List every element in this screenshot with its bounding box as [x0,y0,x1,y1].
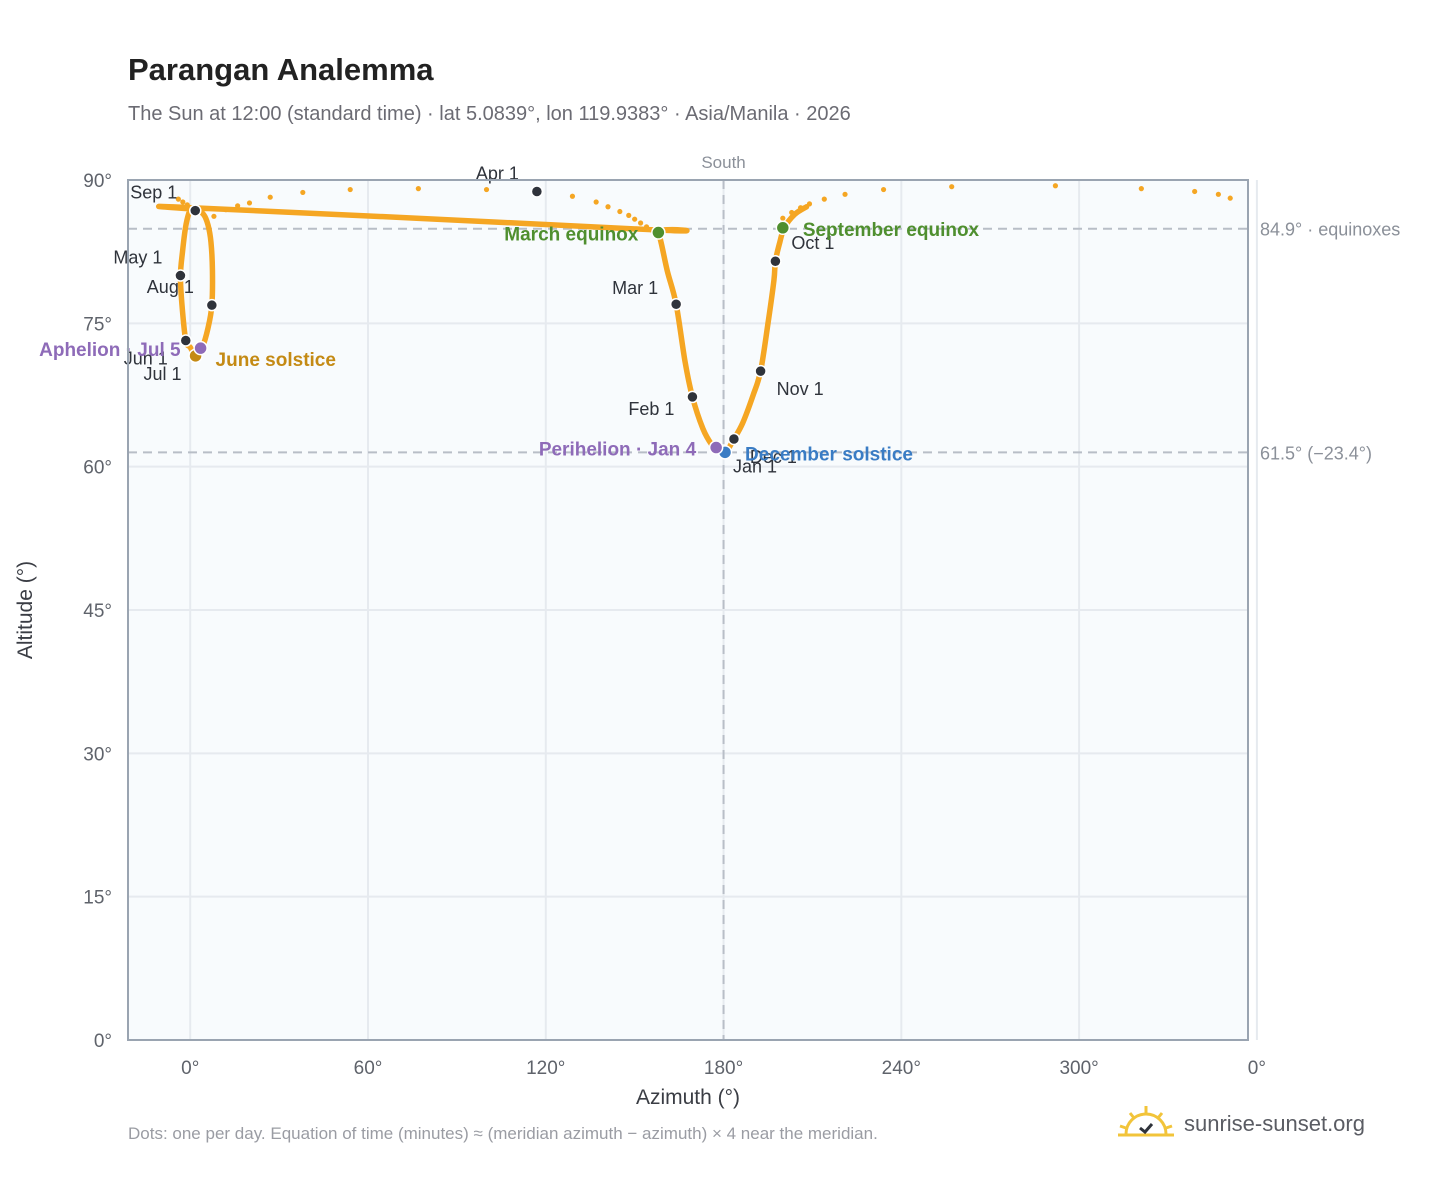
month-label: Mar 1 [612,278,658,298]
daily-dot [593,199,599,205]
y-tick-label: 45° [83,601,112,622]
daily-dot [483,186,490,193]
event-markers: March equinox September equinox June solst… [39,220,979,466]
month-dot [669,297,683,311]
y-tick-label: 75° [83,314,112,335]
grid [128,179,1258,1041]
month-label: Aug 1 [147,277,194,297]
month-dot [205,298,219,312]
x-tick-label: 120° [526,1058,565,1079]
reference-lines: 84.9° · equinoxes 61.5° (−23.4°) South [128,153,1400,1040]
event-dot [651,225,666,240]
brand-name: sunrise-sunset.org [1184,1111,1365,1136]
month-label: Jun 1 [124,349,168,369]
daily-dot [1215,191,1221,197]
month-dot [179,334,193,347]
daily-dot [300,189,306,196]
meridian-label: South [701,153,745,172]
month-label: Dec 1 [750,447,797,467]
x-tick-label: 0° [1248,1058,1266,1079]
daily-dot [632,216,638,222]
event-dot [193,340,208,356]
event-label: December solstice [745,444,913,465]
month-label: Jan 1 [733,456,777,476]
reference-line-label: 61.5° (−23.4°) [1260,443,1372,463]
daily-dot [246,200,253,206]
event-label: Aphelion · Jul 5 [39,340,181,361]
sun-logo-icon [1118,1106,1174,1137]
daily-dot [1227,195,1233,201]
daily-dot [1138,186,1144,192]
daily-dot [1192,188,1198,195]
daily-dot [626,212,632,218]
month-label: Jul 1 [144,364,182,384]
month-dot [727,432,741,446]
month-label: Sep 1 [130,183,177,203]
month-label: Feb 1 [628,399,674,419]
x-tick-label: 60° [354,1058,383,1079]
y-tick-label: 15° [83,888,112,909]
plot-frame [127,179,1249,1041]
month-label: Apr 1 [476,163,519,183]
daily-dot [780,215,786,221]
month-label: May 1 [113,248,162,268]
y-tick-label: 30° [83,744,112,765]
y-tick-label: 90° [83,171,112,192]
brand[interactable]: sunrise-sunset.org [1118,1100,1365,1148]
daily-dot [842,191,848,197]
footnote: Dots: one per day. Equation of time (min… [128,1124,878,1143]
event-label: March equinox [504,225,639,246]
month-dot [189,204,202,217]
daily-dot [347,186,353,193]
daily-dot [821,196,827,202]
daily-dot [637,220,644,226]
x-tick-label: 240° [882,1058,921,1079]
x-tick-label: 0° [181,1058,199,1079]
daily-dot [617,208,623,215]
chart-subtitle: The Sun at 12:00 (standard time) · lat 5… [128,103,851,125]
month-dot [530,185,544,198]
month-label: Nov 1 [777,379,824,399]
y-axis-label: Altitude (°) [14,561,37,659]
daily-dot [569,193,576,199]
daily-dot [267,194,273,200]
month-dot [686,390,699,404]
x-axis-label: Azimuth (°) [636,1086,740,1109]
axis-ticks: 0° 60° 120° 180° 240° 300° 0° 0° 15° 30° 45° 60° 75°… [83,171,1266,1079]
month-dot [754,364,767,378]
month-label: Oct 1 [791,233,834,253]
event-label: September equinox [803,220,980,241]
daily-dot [1052,183,1059,189]
event-label: Perihelion · Jan 4 [539,440,697,461]
event-dot [708,440,724,455]
daily-dot [949,184,955,190]
y-tick-label: 0° [94,1031,112,1052]
daily-dot [180,199,186,205]
daily-dot [175,196,181,202]
event-dot [775,220,791,236]
x-tick-label: 180° [704,1058,743,1079]
month-dot [174,269,187,282]
x-tick-label: 300° [1059,1058,1098,1079]
daily-dot [415,186,421,192]
daily-dot [880,186,887,193]
month-dot [769,254,782,268]
reference-line-label: 84.9° · equinoxes [1260,220,1400,240]
y-tick-label: 60° [83,458,112,479]
chart-title: Parangan Analemma [128,52,434,87]
event-label: June solstice [216,350,336,371]
daily-dot [211,213,217,219]
daily-dot [605,204,611,210]
